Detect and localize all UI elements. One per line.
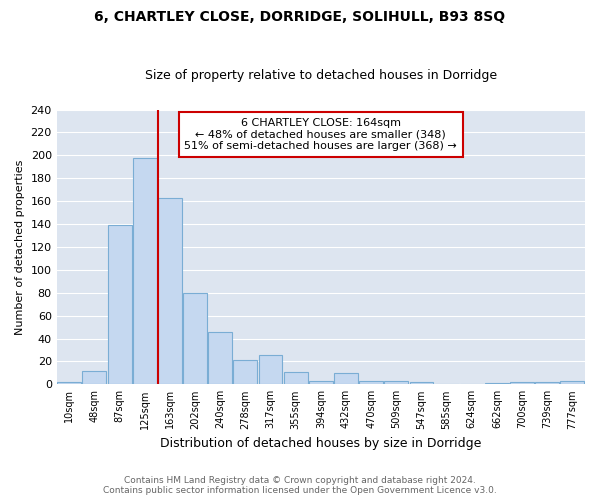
Bar bbox=[259, 354, 283, 384]
Bar bbox=[385, 381, 408, 384]
Bar bbox=[57, 382, 81, 384]
Title: Size of property relative to detached houses in Dorridge: Size of property relative to detached ho… bbox=[145, 69, 497, 82]
Bar bbox=[183, 292, 207, 384]
Bar bbox=[284, 372, 308, 384]
Text: Contains HM Land Registry data © Crown copyright and database right 2024.
Contai: Contains HM Land Registry data © Crown c… bbox=[103, 476, 497, 495]
Bar bbox=[560, 381, 584, 384]
Bar bbox=[309, 381, 333, 384]
Bar bbox=[334, 373, 358, 384]
Bar bbox=[510, 382, 534, 384]
Y-axis label: Number of detached properties: Number of detached properties bbox=[15, 159, 25, 334]
Bar bbox=[359, 381, 383, 384]
Text: 6 CHARTLEY CLOSE: 164sqm
← 48% of detached houses are smaller (348)
51% of semi-: 6 CHARTLEY CLOSE: 164sqm ← 48% of detach… bbox=[184, 118, 457, 151]
Bar bbox=[107, 225, 131, 384]
Bar bbox=[133, 158, 157, 384]
Text: 6, CHARTLEY CLOSE, DORRIDGE, SOLIHULL, B93 8SQ: 6, CHARTLEY CLOSE, DORRIDGE, SOLIHULL, B… bbox=[94, 10, 506, 24]
Bar bbox=[535, 382, 559, 384]
Bar bbox=[233, 360, 257, 384]
Bar bbox=[82, 370, 106, 384]
Bar bbox=[208, 332, 232, 384]
X-axis label: Distribution of detached houses by size in Dorridge: Distribution of detached houses by size … bbox=[160, 437, 482, 450]
Bar bbox=[158, 198, 182, 384]
Bar bbox=[410, 382, 433, 384]
Bar bbox=[485, 383, 509, 384]
